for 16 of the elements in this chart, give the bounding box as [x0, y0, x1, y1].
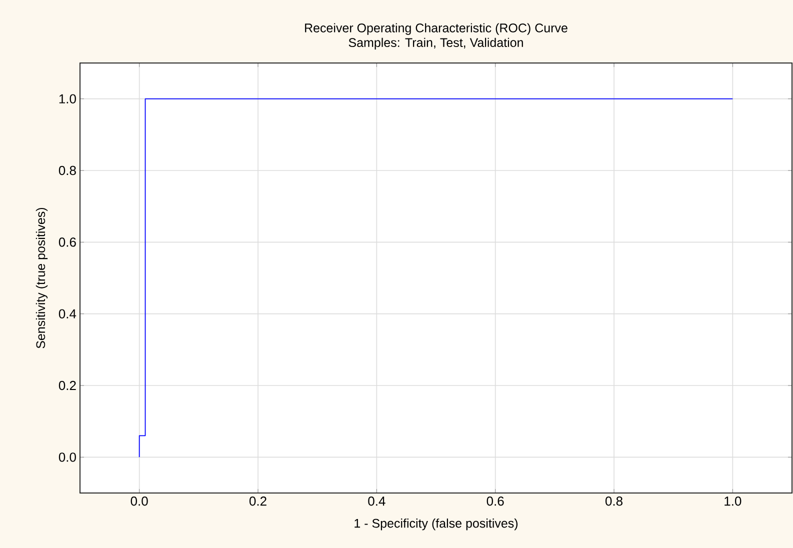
y-tick-label: 0.8	[58, 166, 76, 176]
y-axis-title: Sensitivity (true positives)	[36, 208, 48, 348]
x-tick-label: 0.4	[368, 496, 386, 506]
y-tick-label: 0.6	[58, 238, 76, 247]
chart-title: Receiver Operating Characteristic (ROC) Curve	[305, 23, 568, 35]
y-tick-label: 0.4	[58, 309, 76, 318]
chart-subtitle: Samples: Train, Test, Validation	[348, 38, 523, 50]
x-axis-title: 1 - Specificity (false positives)	[354, 518, 518, 530]
x-tick-label: 1.0	[724, 496, 742, 506]
y-tick-label: 1.0	[59, 94, 76, 104]
y-tick-label: 0.2	[58, 380, 76, 390]
y-tick-label: 0.0	[58, 452, 76, 462]
x-tick-label: 0.6	[486, 496, 504, 506]
x-tick-label: 0.0	[130, 496, 148, 506]
x-tick-label: 0.8	[605, 496, 622, 506]
x-tick-label: 0.2	[249, 496, 266, 506]
